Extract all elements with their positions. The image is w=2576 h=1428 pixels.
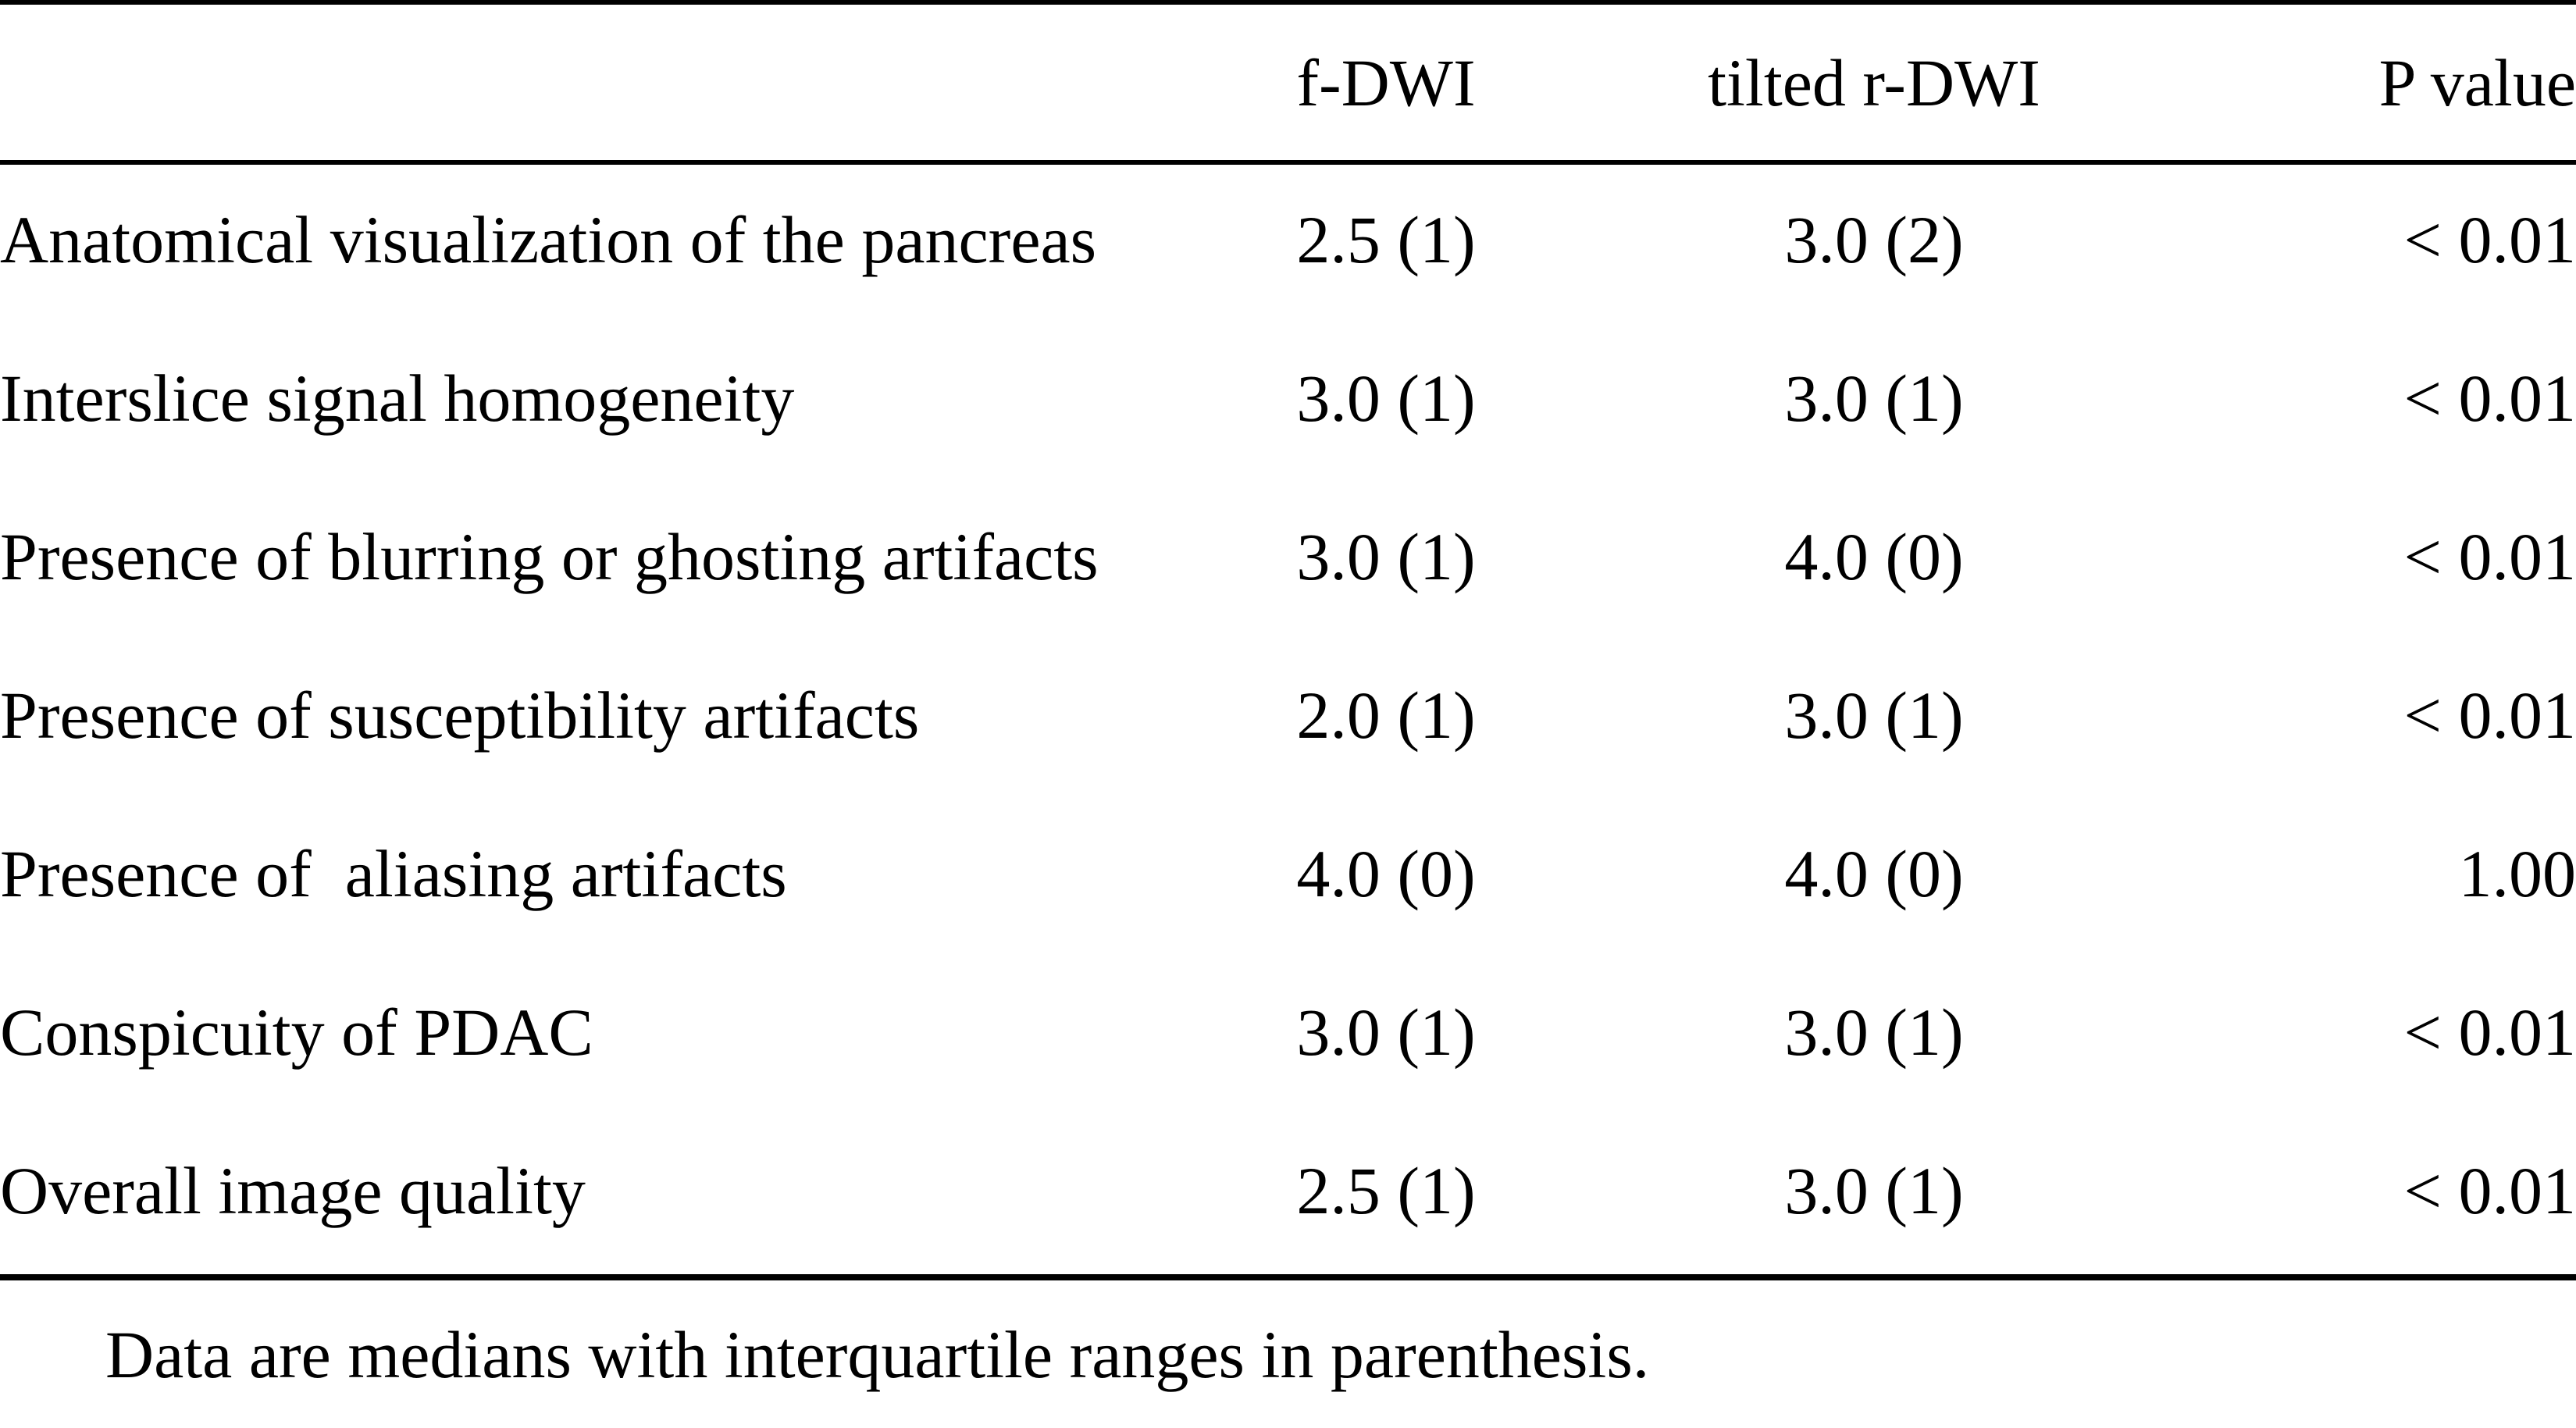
table-footnote: Data are medians with interquartile rang… [105, 1316, 1650, 1392]
cell-r-dwi: 3.0 (1) [1784, 994, 1964, 1070]
cell-f-dwi: 3.0 (1) [1296, 518, 1476, 594]
cell-r-dwi: 4.0 (0) [1784, 518, 1964, 594]
cell-r-dwi: 4.0 (0) [1784, 835, 1964, 911]
cell-p-value: < 0.01 [2403, 201, 2576, 277]
cell-p-value: < 0.01 [2403, 1152, 2576, 1228]
cell-r-dwi: 3.0 (1) [1784, 677, 1964, 753]
row-label: Presence of blurring or ghosting artifac… [0, 518, 1099, 594]
cell-p-value: < 0.01 [2403, 518, 2576, 594]
table-row: Conspicuity of PDAC 3.0 (1) 3.0 (1) < 0.… [0, 953, 2576, 1111]
cell-p-value: 1.00 [2458, 835, 2576, 911]
cell-f-dwi: 2.0 (1) [1296, 677, 1476, 753]
table-bottom-rule [0, 1274, 2576, 1280]
table-header-rule [0, 160, 2576, 165]
column-header-tilted-r-dwi: tilted r-DWI [1708, 45, 2040, 120]
row-label: Presence of susceptibility artifacts [0, 677, 920, 753]
row-label: Presence of aliasing artifacts [0, 835, 787, 911]
row-label: Overall image quality [0, 1152, 586, 1228]
table-row: Presence of aliasing artifacts 4.0 (0) 4… [0, 794, 2576, 953]
table-row: Anatomical visualization of the pancreas… [0, 160, 2576, 319]
cell-r-dwi: 3.0 (1) [1784, 360, 1964, 436]
cell-f-dwi: 3.0 (1) [1296, 360, 1476, 436]
table-row: Presence of blurring or ghosting artifac… [0, 477, 2576, 636]
cell-f-dwi: 3.0 (1) [1296, 994, 1476, 1070]
image-quality-scores-table: f-DWI tilted r-DWI P value Anatomical vi… [0, 5, 2576, 1270]
cell-f-dwi: 2.5 (1) [1296, 1152, 1476, 1228]
table-row: Presence of susceptibility artifacts 2.0… [0, 636, 2576, 794]
table-row: Overall image quality 2.5 (1) 3.0 (1) < … [0, 1111, 2576, 1270]
column-header-empty [0, 5, 1226, 160]
table-row: Interslice signal homogeneity 3.0 (1) 3.… [0, 319, 2576, 477]
column-header-f-dwi: f-DWI [1296, 45, 1476, 120]
row-label: Interslice signal homogeneity [0, 360, 795, 436]
cell-f-dwi: 2.5 (1) [1296, 201, 1476, 277]
cell-p-value: < 0.01 [2403, 360, 2576, 436]
cell-p-value: < 0.01 [2403, 677, 2576, 753]
cell-r-dwi: 3.0 (2) [1784, 201, 1964, 277]
cell-p-value: < 0.01 [2403, 994, 2576, 1070]
cell-r-dwi: 3.0 (1) [1784, 1152, 1964, 1228]
row-label: Anatomical visualization of the pancreas [0, 201, 1097, 277]
table-header-row: f-DWI tilted r-DWI P value [0, 5, 2576, 160]
table-top-rule [0, 0, 2576, 5]
column-header-p-value: P value [2378, 45, 2576, 120]
row-label: Conspicuity of PDAC [0, 994, 593, 1070]
cell-f-dwi: 4.0 (0) [1296, 835, 1476, 911]
